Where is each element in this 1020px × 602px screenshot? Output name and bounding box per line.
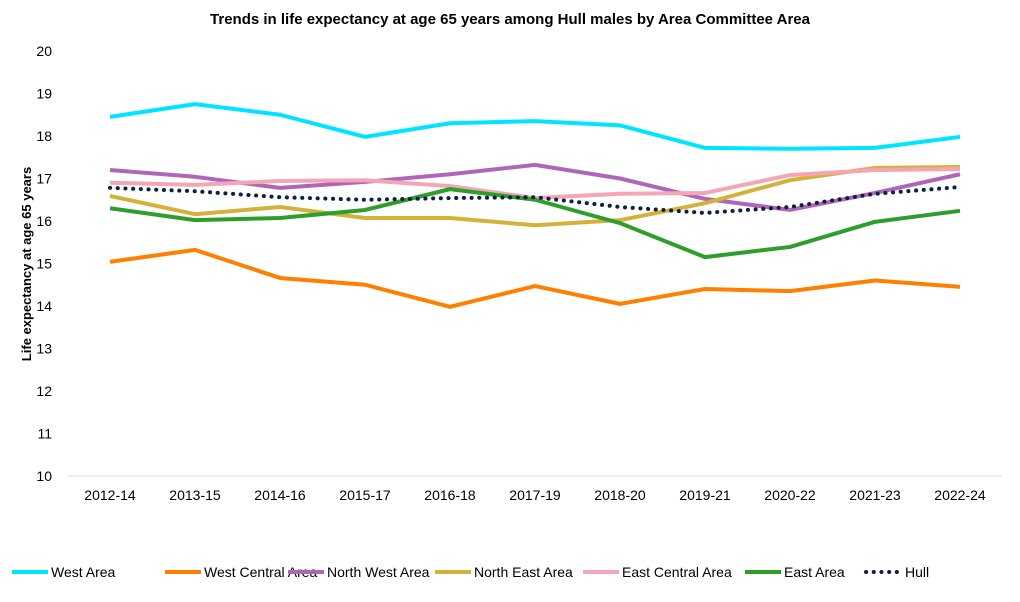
series-line-hull [108, 185, 962, 215]
legend-item: Hull [864, 564, 929, 580]
legend-label: Hull [905, 564, 929, 580]
legend-item: North West Area [288, 564, 430, 580]
legend-item: West Area [12, 564, 116, 580]
chart-title: Trends in life expectancy at age 65 year… [210, 11, 811, 28]
x-tick-label: 2018-20 [594, 487, 646, 503]
x-tick-label: 2020-22 [764, 487, 816, 503]
y-tick-label: 15 [36, 256, 52, 272]
x-tick-label: 2019-21 [679, 487, 731, 503]
x-tick-label: 2017-19 [509, 487, 561, 503]
y-tick-label: 17 [36, 171, 52, 187]
y-tick-label: 10 [36, 468, 52, 484]
x-tick-label: 2016-18 [424, 487, 476, 503]
legend-label: West Area [51, 564, 116, 580]
x-tick-label: 2015-17 [339, 487, 391, 503]
legend-label: North West Area [327, 564, 430, 580]
legend-label: West Central Area [204, 564, 318, 580]
legend-item: North East Area [435, 564, 573, 580]
y-tick-label: 16 [36, 213, 52, 229]
x-tick-label: 2014-16 [254, 487, 306, 503]
series-line-west-central-area [109, 247, 961, 309]
series-line-north-east-area [109, 165, 961, 228]
series-line-west-area [109, 102, 961, 151]
legend-item: East Central Area [583, 564, 732, 580]
x-tick-label: 2012-14 [84, 487, 136, 503]
y-tick-label: 11 [37, 426, 52, 442]
legend-item: West Central Area [165, 564, 318, 580]
y-tick-label: 12 [36, 383, 52, 399]
legend-label: North East Area [474, 564, 573, 580]
series-line-east-central-area [109, 167, 961, 201]
x-tick-label: 2022-24 [934, 487, 986, 503]
legend-label: East Central Area [622, 564, 732, 580]
y-tick-label: 14 [36, 298, 52, 314]
y-tick-label: 20 [36, 43, 52, 59]
legend-label: East Area [784, 564, 845, 580]
series-line-east-area [109, 187, 961, 260]
y-tick-label: 18 [36, 128, 52, 144]
x-tick-label: 2021-23 [849, 487, 901, 503]
y-tick-label: 13 [36, 341, 52, 357]
y-axis-label: Life expectancy at age 65 years [19, 167, 34, 361]
x-tick-label: 2013-15 [169, 487, 221, 503]
y-tick-label: 19 [36, 86, 52, 102]
legend-item: East Area [745, 564, 845, 580]
